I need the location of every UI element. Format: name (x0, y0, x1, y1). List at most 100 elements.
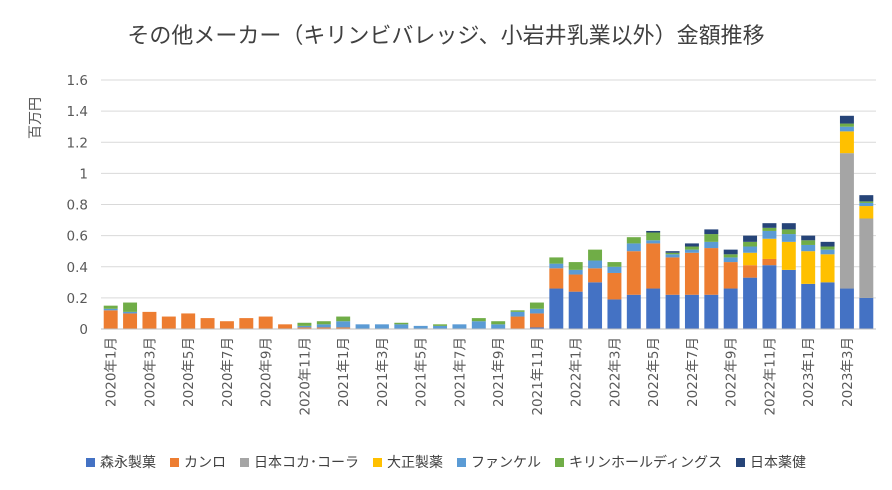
y-tick-label: 0.2 (67, 291, 88, 307)
legend-swatch (85, 457, 95, 467)
bar-segment (607, 299, 622, 329)
bar-segment (355, 324, 370, 329)
legend-item: 森永製菓 (85, 452, 156, 472)
bar-segment (859, 297, 874, 329)
legend-label: 大正製薬 (386, 455, 443, 471)
bar-segment (549, 257, 564, 264)
bar-segment (859, 202, 874, 207)
bar-segment (626, 243, 641, 252)
bar-segment (568, 274, 583, 292)
bar-segment (820, 241, 835, 247)
bar-segment (762, 258, 777, 266)
x-tick-label: 2021年9月 (491, 337, 507, 407)
x-tick-label: 2021年11月 (530, 337, 546, 416)
bar-segment (839, 126, 854, 132)
bar-segment (626, 237, 641, 244)
x-tick-label: 2022年9月 (724, 337, 740, 407)
bar-segment (665, 294, 680, 329)
x-tick-label: 2023年3月 (840, 337, 856, 407)
bar-segment (762, 230, 777, 239)
bar-segment (433, 325, 448, 329)
legend-swatch (239, 457, 249, 467)
bar-segment (181, 313, 196, 329)
bar-segment (142, 311, 157, 329)
bar-segment (646, 232, 661, 241)
bar-segment (839, 153, 854, 289)
bar-segment (781, 241, 796, 270)
bar-segment (549, 288, 564, 329)
x-tick-label: 2023年1月 (801, 337, 817, 407)
bar-segment (161, 316, 176, 329)
legend-swatch (554, 457, 564, 467)
bar-segment (762, 223, 777, 228)
bar-segment (297, 325, 312, 328)
legend-label: キリンホールディングス (568, 455, 723, 471)
legend-label: 日本薬健 (750, 455, 807, 471)
y-tick-label: 0 (79, 322, 88, 338)
bar-segment (452, 324, 467, 329)
bar-segment (704, 234, 719, 242)
y-tick-label: 1 (79, 166, 88, 182)
legend-item: ファンケル (456, 452, 541, 472)
bar-segment (588, 282, 603, 329)
bar-segment (762, 265, 777, 329)
bar-segment (665, 252, 680, 255)
legend-item: 日本薬健 (736, 452, 806, 472)
bar-segment (684, 246, 699, 250)
x-tick-label: 2022年3月 (607, 337, 623, 407)
x-tick-label: 2022年5月 (646, 337, 662, 407)
x-tick-label: 2022年11月 (762, 337, 778, 416)
bar-segment (394, 324, 409, 329)
bar-segment (723, 249, 738, 255)
bar-segment (568, 262, 583, 270)
bar-segment (103, 310, 118, 329)
legend: 森永製菓 カンロ 日本コカ･コーラ 大正製薬 ファンケル キリンホールディングス 日本薬健 (0, 452, 892, 472)
bar-segment (684, 249, 699, 253)
bar-segment (394, 322, 409, 325)
bar-segment (491, 321, 506, 325)
bar-segment (684, 294, 699, 329)
bar-segment (684, 243, 699, 247)
bar-segment (801, 235, 816, 241)
bar-segment (123, 313, 138, 329)
bar-segment (278, 324, 293, 329)
bar-segment (433, 324, 448, 326)
bar-segment (781, 234, 796, 242)
bar-segment (646, 243, 661, 289)
bar-segment (123, 311, 138, 314)
legend-item: 大正製薬 (372, 452, 443, 472)
bar-segment (103, 305, 118, 309)
bar-segment (723, 254, 738, 258)
bar-segment (316, 324, 331, 328)
bar-segment (859, 201, 874, 203)
bar-segment (743, 265, 758, 278)
bar-segment (646, 288, 661, 329)
bar-segment (646, 240, 661, 244)
legend-item: 日本コカ･コーラ (239, 452, 359, 472)
bar-segment (510, 310, 525, 312)
bar-segment (336, 321, 351, 328)
chart-title: その他メーカー（キリンビバレッジ、小岩井乳業以外）金額推移 (127, 24, 765, 49)
bar-segment (607, 272, 622, 300)
legend-swatch (456, 457, 466, 467)
bar-segment (839, 288, 854, 329)
bar-segment (743, 241, 758, 247)
y-tick-label: 0.8 (67, 198, 88, 214)
bar-segment (568, 269, 583, 275)
legend-label: カンロ (183, 455, 226, 471)
bar-segment (665, 254, 680, 258)
bar-segment (491, 324, 506, 329)
y-tick-label: 1.2 (67, 135, 88, 151)
x-tick-label: 2020年5月 (181, 337, 197, 407)
bar-segment (820, 282, 835, 329)
bar-segment (374, 324, 389, 329)
bar-segment (239, 318, 254, 329)
y-tick-label: 0.6 (67, 229, 88, 245)
bar-segment (568, 291, 583, 329)
bar-segment (297, 327, 312, 329)
bar-segment (820, 254, 835, 283)
bar-segment (801, 283, 816, 329)
bar-segment (839, 123, 854, 127)
bar-segment (549, 268, 564, 289)
